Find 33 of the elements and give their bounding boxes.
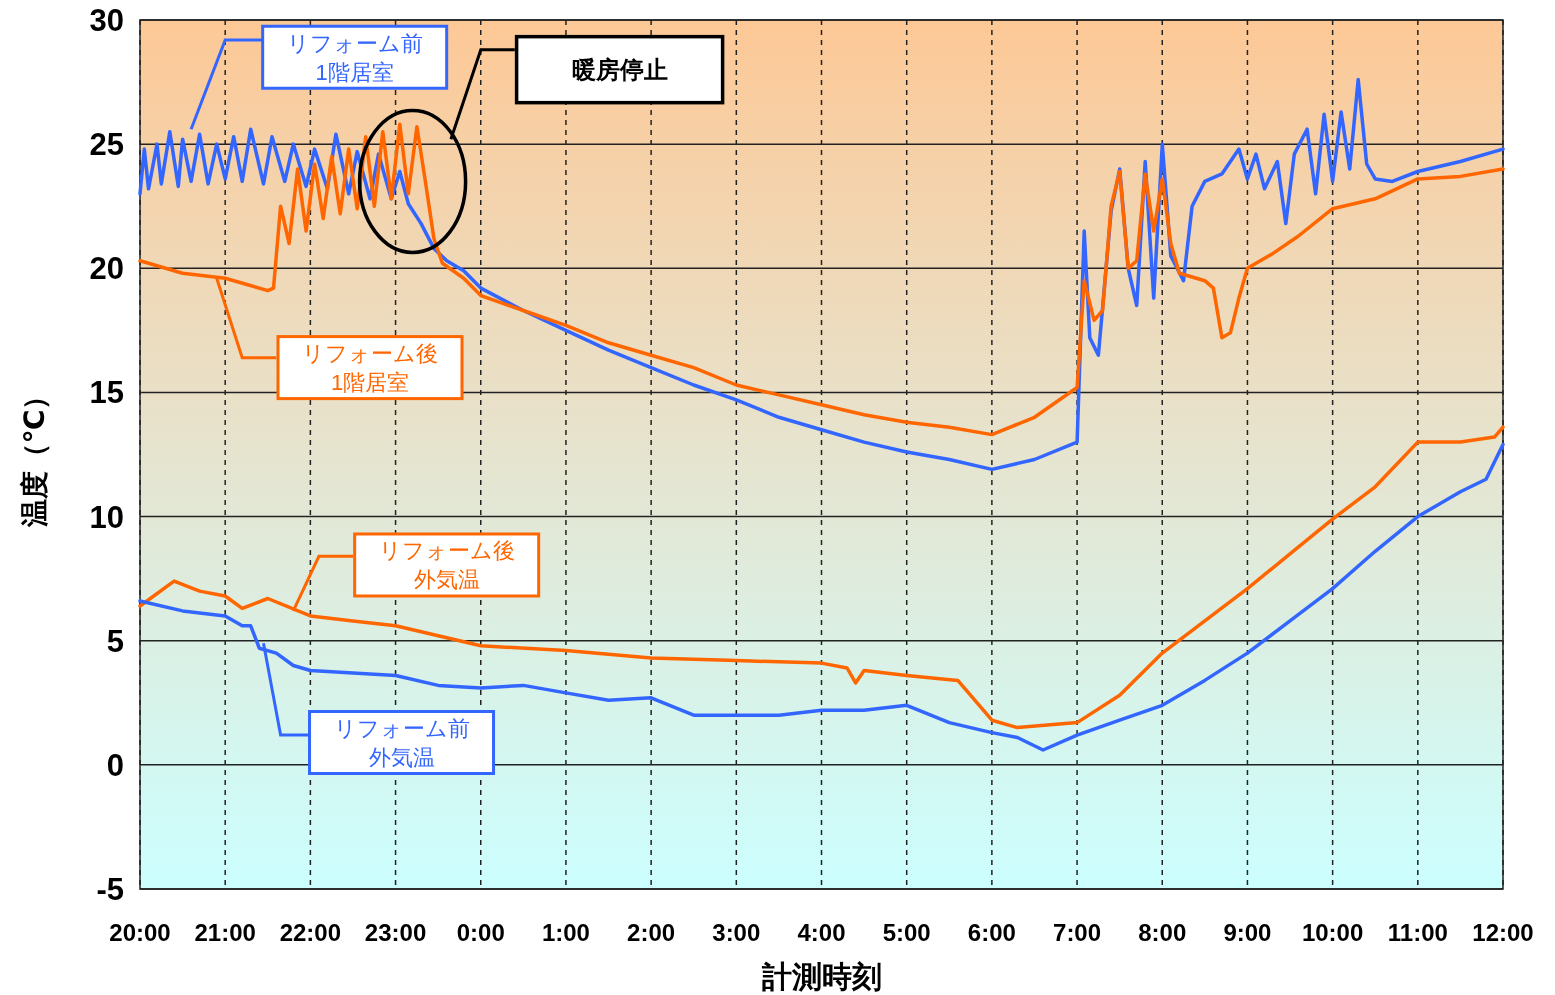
x-tick-label: 4:00	[797, 919, 846, 946]
x-tick-label: 5:00	[882, 919, 931, 946]
x-tick-label: 9:00	[1223, 919, 1272, 946]
y-tick-label: 10	[89, 499, 124, 535]
annotation: 暖房停止	[571, 55, 668, 83]
x-tick-label: 22:00	[279, 919, 342, 946]
x-tick-label: 1:00	[541, 919, 590, 946]
x-tick-label: 2:00	[627, 919, 676, 946]
x-tick-label: 10:00	[1301, 919, 1364, 946]
y-tick-label: 25	[89, 127, 124, 163]
y-tick-label: 15	[89, 375, 124, 411]
x-tick-label: 6:00	[967, 919, 1016, 946]
y-tick-label: 0	[106, 747, 124, 783]
x-axis-title: 計測時刻	[760, 960, 882, 993]
y-tick-label: -5	[96, 872, 124, 907]
x-tick-label: 23:00	[364, 919, 427, 946]
y-tick-label: 5	[106, 623, 124, 659]
label-series: リフォーム後1階居室	[215, 277, 464, 401]
x-tick-label: 3:00	[712, 919, 761, 946]
series-label: リフォーム前外気温	[333, 716, 470, 771]
y-tick-label: 30	[89, 3, 124, 38]
x-tick-label: 21:00	[194, 919, 256, 946]
y-axis-title: 温度（℃）	[19, 381, 50, 529]
x-tick-label: 11:00	[1387, 919, 1448, 946]
x-tick-label: 0:00	[456, 919, 505, 946]
annotation: 暖房停止	[449, 34, 725, 140]
label-series: リフォーム前1階居室	[189, 24, 449, 130]
x-tick-label: 12:00	[1472, 919, 1534, 946]
x-tick-label: 20:00	[109, 919, 171, 946]
series-label: リフォーム後外気温	[378, 538, 515, 593]
y-tick-label: 20	[89, 251, 124, 287]
x-tick-label: 7:00	[1053, 919, 1102, 946]
x-tick-label: 8:00	[1138, 919, 1187, 946]
